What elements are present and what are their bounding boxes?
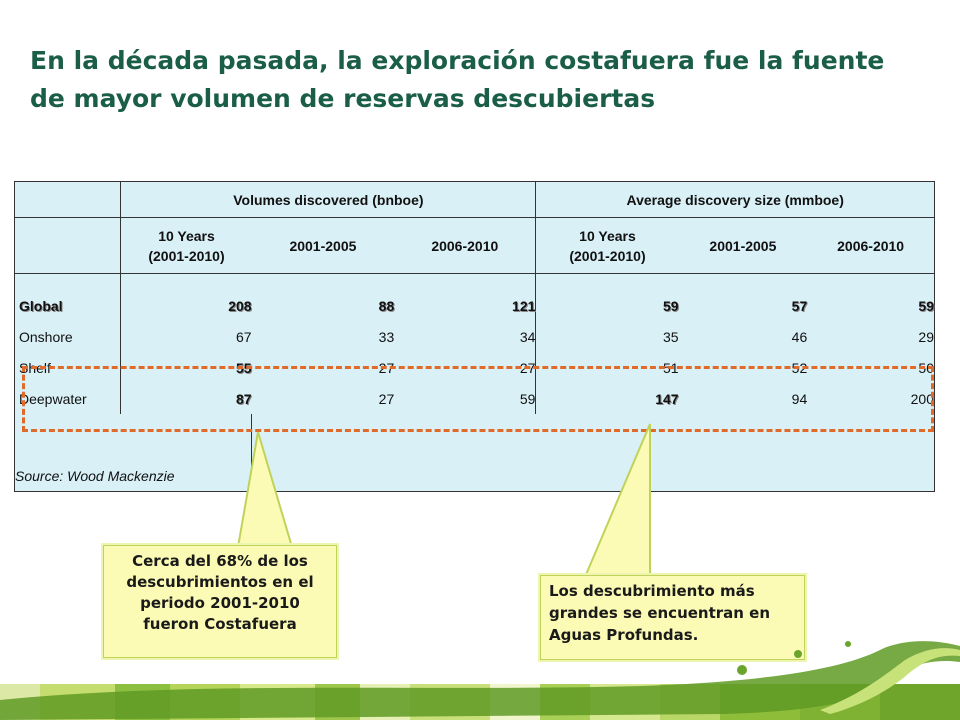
row-label: Onshore xyxy=(15,321,122,352)
corner-cell xyxy=(15,217,122,274)
table-cell: 59 xyxy=(662,297,679,314)
table-cell-highlighted: 147 xyxy=(655,390,679,407)
callout-pointer-right xyxy=(583,423,651,578)
footer-dot xyxy=(794,650,802,658)
table-cell: 121 xyxy=(394,290,537,321)
footer-swoosh xyxy=(0,641,960,720)
table-cell: 200 xyxy=(910,390,934,407)
slide-title: En la década pasada, la exploración cost… xyxy=(30,46,885,113)
callout-pointer-left xyxy=(236,431,294,548)
row-label: Deepwater xyxy=(15,383,122,414)
callout-deepwater: Los descubrimiento más grandes se encuen… xyxy=(540,575,805,660)
table-cell: 67 xyxy=(236,328,252,345)
table-cell: 208 xyxy=(228,297,252,314)
callout-line: fueron Costafuera xyxy=(143,615,297,633)
discovery-table-grid: Volumes discovered (bnboe) Average disco… xyxy=(15,182,934,484)
corner-cell xyxy=(15,182,122,218)
footer-dot xyxy=(737,665,747,675)
footer-stripe xyxy=(880,684,960,720)
group-header-row: Volumes discovered (bnboe) Average disco… xyxy=(15,182,934,218)
table-cell-highlighted: 87 xyxy=(236,390,252,407)
callout-line: Aguas Profundas. xyxy=(549,626,699,644)
period-header-line: (2001-2010) xyxy=(148,247,225,264)
callout-line: grandes se encuentran en xyxy=(549,604,771,622)
footer-dot xyxy=(845,641,851,647)
group-header-size: Average discovery size (mmboe) xyxy=(535,182,934,218)
table-cell: 88 xyxy=(378,297,395,314)
footer-swoosh-highlight xyxy=(820,648,960,714)
period-header-row: 10 Years (2001-2010) 2001-2005 2006-2010 … xyxy=(15,217,934,274)
period-header-line: (2001-2010) xyxy=(569,247,646,264)
period-header-line: 10 Years xyxy=(579,227,636,244)
decorative-footer-band xyxy=(0,641,960,720)
table-cell: 46 xyxy=(791,328,808,345)
spacer-row xyxy=(15,273,934,290)
table-row-global: Global 208 88 121 59 57 59 xyxy=(15,290,934,321)
group-header-volumes: Volumes discovered (bnboe) xyxy=(120,182,537,218)
callout-line: Los descubrimiento más xyxy=(549,582,755,600)
table-cell: 27 xyxy=(378,390,395,407)
table-cell: 29 xyxy=(918,328,934,345)
period-header-2006-2010-size: 2006-2010 xyxy=(807,217,934,274)
offshore-highlight-box xyxy=(22,366,934,432)
period-header-10y-size: 10 Years (2001-2010) xyxy=(535,217,679,274)
period-header-10y-volumes: 10 Years (2001-2010) xyxy=(120,217,252,274)
row-label: Global xyxy=(15,290,122,321)
table-cell: 57 xyxy=(791,297,808,314)
period-header-line: 10 Years xyxy=(158,227,215,244)
table-row-onshore: Onshore 67 33 34 35 46 29 xyxy=(15,321,934,352)
table-cell: 35 xyxy=(662,328,679,345)
table-row-deepwater: Deepwater 87 27 59 147 94 200 xyxy=(15,383,934,414)
table-cell: 59 xyxy=(394,383,537,414)
period-header-2006-2010-volumes: 2006-2010 xyxy=(394,217,537,274)
source-note: Source: Wood Mackenzie xyxy=(15,414,253,484)
callout-line: descubrimientos en el xyxy=(126,573,314,591)
table-cell: 34 xyxy=(394,321,537,352)
table-cell: 33 xyxy=(378,328,395,345)
source-row: Source: Wood Mackenzie xyxy=(15,414,934,484)
callout-offshore-share: Cerca del 68% de los descubrimientos en … xyxy=(103,545,337,658)
table-cell: 59 xyxy=(918,297,934,314)
period-header-2001-2005-size: 2001-2005 xyxy=(678,217,808,274)
callout-line: Cerca del 68% de los xyxy=(132,552,308,570)
discovery-table: Volumes discovered (bnboe) Average disco… xyxy=(14,181,935,492)
callout-line: periodo 2001-2010 xyxy=(140,594,300,612)
table-cell: 94 xyxy=(791,390,808,407)
period-header-2001-2005-volumes: 2001-2005 xyxy=(251,217,395,274)
